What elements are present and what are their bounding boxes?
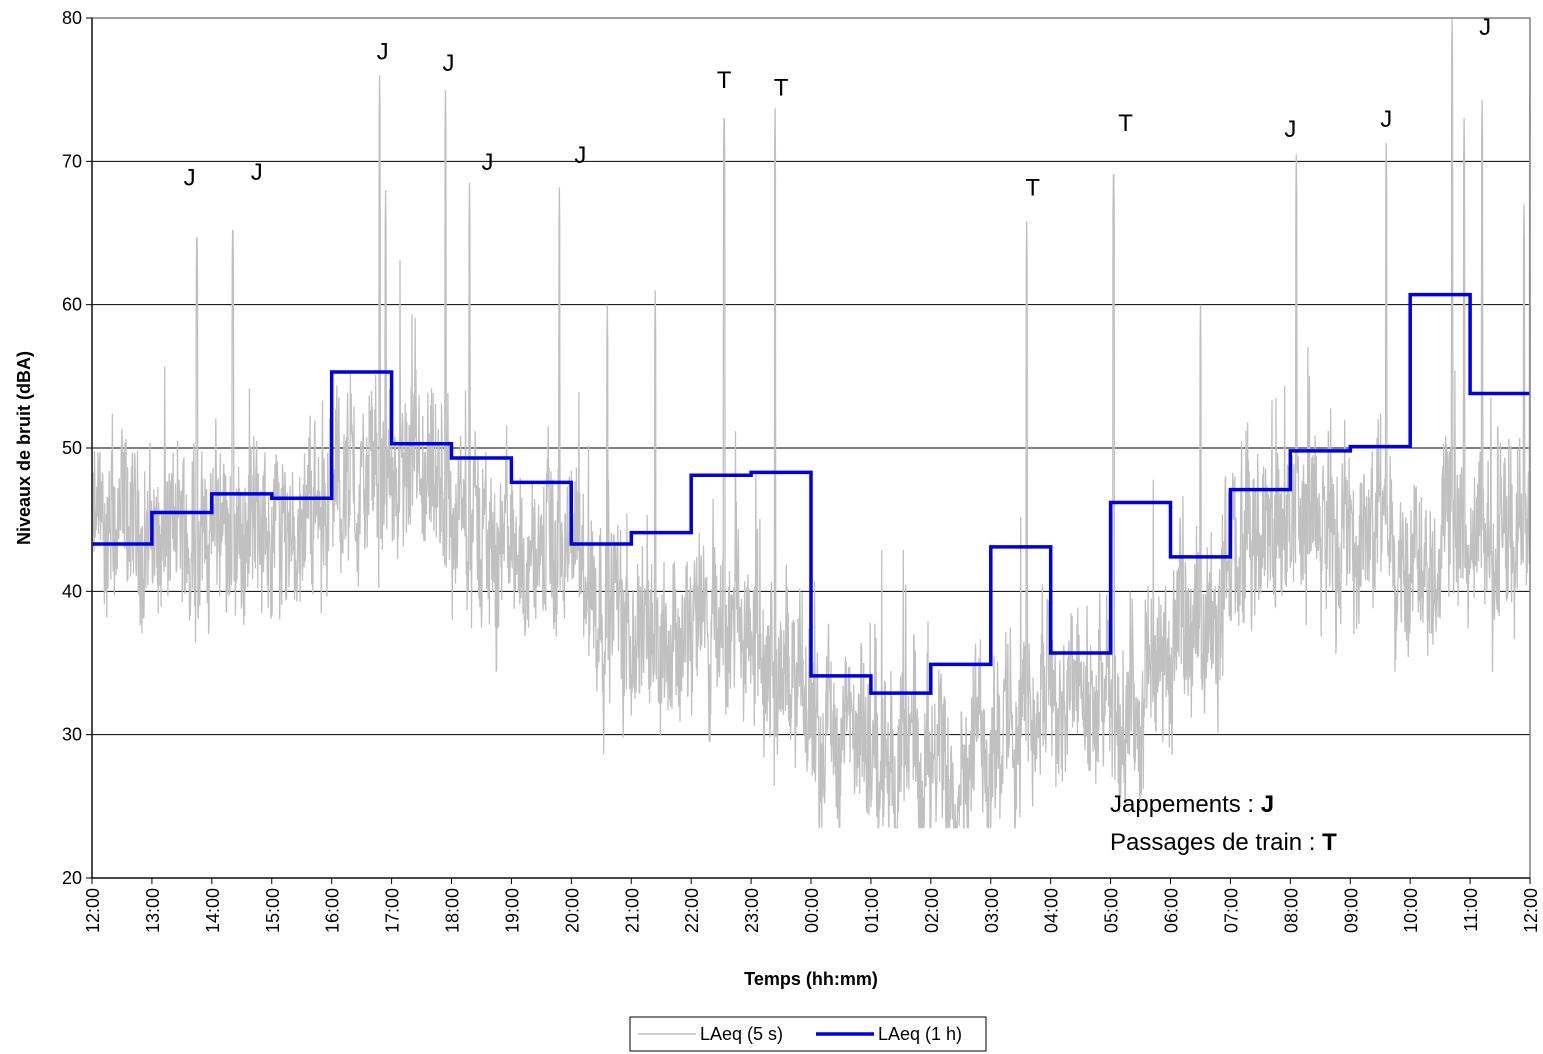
x-tick-label: 17:00 <box>383 888 403 933</box>
series-laeq-5s <box>91 17 1531 830</box>
x-tick-label: 16:00 <box>323 888 343 933</box>
x-tick-label: 10:00 <box>1401 888 1421 933</box>
key-note-text: Passages de train : <box>1110 829 1322 856</box>
event-label: J <box>1479 14 1491 41</box>
axes <box>86 17 1531 884</box>
annotation-key: Jappements : J Passages de train : T <box>1110 791 1337 856</box>
x-tick-label: 21:00 <box>622 888 642 933</box>
x-tick-label: 14:00 <box>203 888 223 933</box>
line-laeq-5s <box>91 17 1531 830</box>
x-tick-label: 06:00 <box>1162 888 1182 933</box>
x-tick-label: 07:00 <box>1221 888 1241 933</box>
y-tick-label: 40 <box>62 581 82 601</box>
event-label: J <box>184 165 196 192</box>
y-tick-label: 80 <box>62 8 82 28</box>
x-tick-label: 00:00 <box>802 888 822 933</box>
x-tick-label: 08:00 <box>1281 888 1301 933</box>
line-laeq-1h <box>92 292 1530 695</box>
x-tick-label: 02:00 <box>922 888 942 933</box>
y-tick-label: 70 <box>62 151 82 171</box>
y-tick-label: 20 <box>62 868 82 888</box>
key-note-text: Jappements : <box>1110 791 1261 818</box>
x-tick-label: 22:00 <box>682 888 702 933</box>
event-label: J <box>1284 116 1296 143</box>
x-tick-label: 13:00 <box>143 888 163 933</box>
event-annotations: J J J J J J T T T T J J J <box>184 14 1491 202</box>
x-tick-label: 11:00 <box>1461 888 1481 932</box>
x-tick-label: 20:00 <box>562 888 582 933</box>
series-laeq-1h <box>92 292 1530 695</box>
x-tick-label: 05:00 <box>1102 888 1122 933</box>
event-label: T <box>717 67 732 94</box>
x-tick-label: 12:00 <box>83 888 103 933</box>
y-axis-title: Niveaux de bruit (dBA) <box>14 351 34 545</box>
event-label: T <box>774 74 789 101</box>
y-tick-label: 30 <box>62 725 82 745</box>
y-tick-labels: 20 30 40 50 60 70 80 <box>62 8 82 888</box>
key-note: Jappements : J <box>1110 791 1274 818</box>
x-tick-label: 19:00 <box>502 888 522 933</box>
event-label: T <box>1025 175 1040 202</box>
legend-label: LAeq (5 s) <box>700 1024 783 1044</box>
x-tick-label: 09:00 <box>1341 888 1361 933</box>
key-note: Passages de train : T <box>1110 829 1337 856</box>
event-label: J <box>1380 106 1392 133</box>
x-tick-label: 15:00 <box>263 888 283 933</box>
x-tick-label: 04:00 <box>1042 888 1062 933</box>
key-note-symbol: T <box>1322 829 1337 856</box>
event-label: J <box>377 39 389 66</box>
x-tick-label: 12:00 <box>1521 888 1541 933</box>
legend-label: LAeq (1 h) <box>878 1024 962 1044</box>
x-axis-title: Temps (hh:mm) <box>744 969 878 989</box>
x-tick-label: 23:00 <box>742 888 762 933</box>
x-tick-labels: 12:00 13:00 14:00 15:00 16:00 17:00 18:00 19:00… <box>83 888 1541 933</box>
event-label: T <box>1118 110 1133 137</box>
key-note-symbol: J <box>1261 791 1274 818</box>
x-tick-label: 01:00 <box>862 888 882 933</box>
event-label: J <box>443 50 455 77</box>
y-tick-label: 60 <box>62 295 82 315</box>
event-label: J <box>481 149 493 176</box>
event-label: J <box>574 142 586 169</box>
event-label: J <box>251 159 263 186</box>
x-tick-label: 18:00 <box>443 888 463 933</box>
legend: LAeq (5 s) LAeq (1 h) <box>629 1016 987 1052</box>
y-tick-label: 50 <box>62 438 82 458</box>
x-tick-label: 03:00 <box>982 888 1002 933</box>
